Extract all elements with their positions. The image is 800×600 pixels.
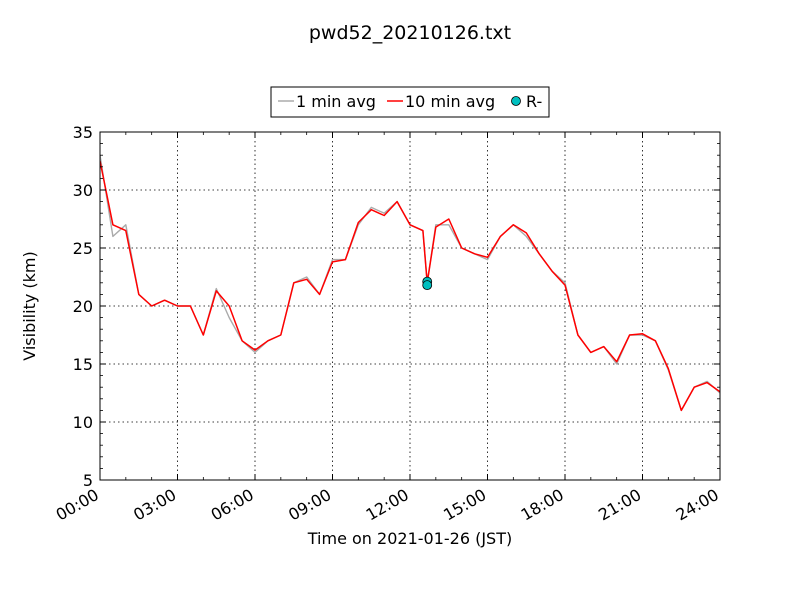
- y-tick-label: 30: [73, 181, 93, 200]
- y-axis: 5 10 15 20 25 30 35: [73, 123, 720, 490]
- r-minus-marker: [422, 280, 433, 291]
- legend-swatch-r-minus: [511, 96, 521, 106]
- legend: 1 min avg 10 min avg R-: [270, 86, 550, 118]
- legend-box: [270, 86, 550, 118]
- legend-label-r-minus: R-: [526, 92, 542, 111]
- y-tick-label: 25: [73, 239, 93, 258]
- legend-label-1min: 1 min avg: [296, 92, 376, 111]
- x-axis-label: Time on 2021-01-26 (JST): [307, 529, 512, 548]
- y-tick-label: 15: [73, 355, 93, 374]
- series-layer: [100, 155, 720, 412]
- y-axis-label: Visibility (km): [20, 251, 39, 360]
- series-line-10min: [100, 160, 720, 412]
- y-tick-label: 10: [73, 413, 93, 432]
- y-tick-label: 5: [83, 471, 93, 490]
- y-tick-label: 20: [73, 297, 93, 316]
- y-tick-label: 35: [73, 123, 93, 142]
- legend-label-10min: 10 min avg: [405, 92, 495, 111]
- chart-title: pwd52_20210126.txt: [309, 22, 511, 44]
